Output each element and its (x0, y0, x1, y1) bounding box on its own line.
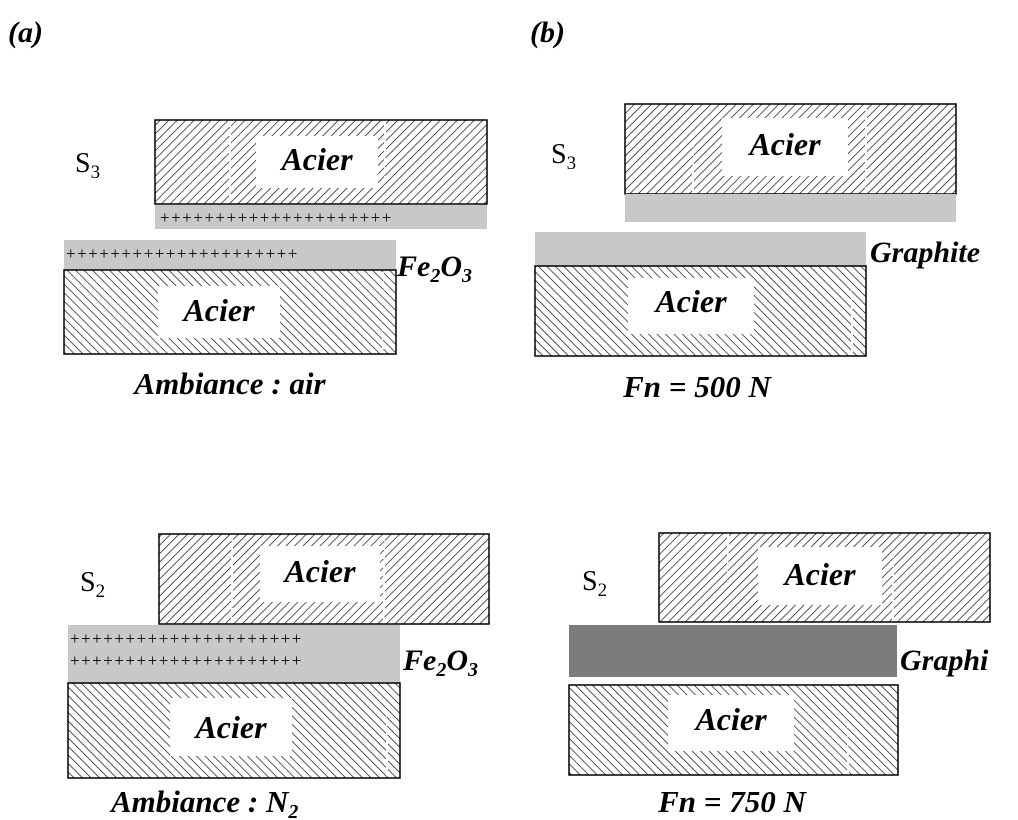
sample-label-s3-a: S3 (75, 148, 100, 183)
svg-text:+++++++++++++++++++++: +++++++++++++++++++++ (160, 208, 393, 227)
steel-label: Acier (282, 553, 356, 589)
sample-label-s3-b: S3 (551, 139, 576, 174)
graphite-film-thick (569, 625, 897, 677)
contact-b-bottom: S2 Acier Acier Graphi Fn = 750 N (568, 532, 991, 819)
graphite-film-upper (625, 194, 956, 222)
film-label-graphite: Graphi (900, 644, 989, 677)
steel-label: Acier (747, 126, 821, 162)
contact-a-top: S3 Acier +++++++++++++++++++++ +++++++++… (63, 119, 488, 401)
panel-label-b: (b) (530, 16, 565, 49)
condition-label: Fn = 500 N (622, 369, 772, 404)
film-label-fe2o3: Fe2O3 (402, 644, 478, 681)
graphite-film-lower (535, 232, 866, 266)
steel-label: Acier (653, 283, 727, 319)
oxide-film-upper (155, 205, 487, 229)
svg-text:+++++++++++++++++++++: +++++++++++++++++++++ (66, 244, 299, 263)
oxide-film-thick (68, 625, 400, 683)
steel-label: Acier (181, 292, 255, 328)
steel-label: Acier (693, 701, 767, 737)
steel-label: Acier (193, 709, 267, 745)
panel-label-a: (a) (8, 16, 43, 49)
svg-text:+++++++++++++++++++++: +++++++++++++++++++++ (70, 629, 303, 648)
steel-label: Acier (782, 556, 856, 592)
condition-label: Ambiance : N2 (109, 784, 298, 820)
contact-b-top: S3 Acier Acier Graphite Fn = 500 N (534, 103, 980, 404)
steel-label: Acier (279, 141, 353, 177)
sample-label-s2-b: S2 (582, 566, 607, 601)
film-label-fe2o3: Fe2O3 (396, 250, 472, 287)
film-label-graphite: Graphite (870, 236, 980, 269)
sample-label-s2-a: S2 (80, 567, 105, 602)
condition-label: Fn = 750 N (657, 784, 807, 819)
oxide-film-lower (64, 240, 396, 270)
svg-text:+++++++++++++++++++++: +++++++++++++++++++++ (70, 651, 303, 670)
condition-label: Ambiance : air (132, 366, 326, 401)
contact-a-bottom: S2 Acier +++++++++++++++++++++ +++++++++… (67, 533, 490, 820)
